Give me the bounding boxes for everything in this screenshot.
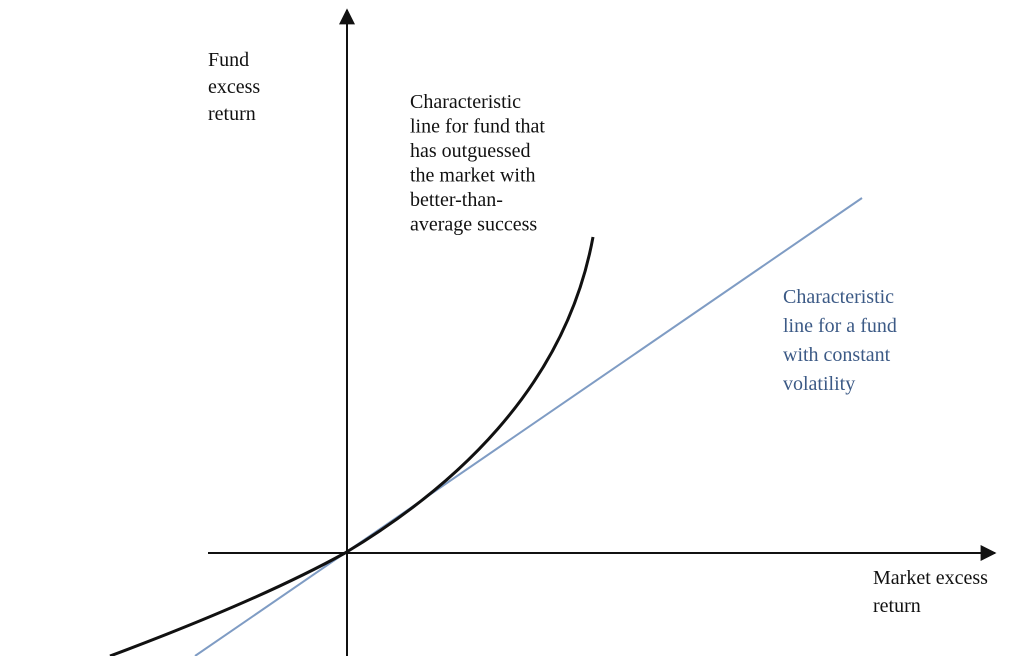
y-axis-label: Fund [208, 49, 249, 71]
y-axis-label: return [208, 103, 256, 125]
curve-label: Characteristic [410, 91, 521, 113]
x-axis-label: Market excess [873, 567, 988, 589]
curve-label: better-than- [410, 189, 503, 211]
line-label: volatility [783, 373, 855, 395]
outguessing-curve [109, 236, 595, 656]
labels: Fund excess return Characteristic line for f… [208, 49, 988, 617]
y-axis-label: excess [208, 76, 260, 98]
curve-label: the market with [410, 165, 536, 187]
line-label: line for a fund [783, 315, 897, 337]
line-label: with constant [783, 344, 891, 366]
line-label: Characteristic [783, 286, 894, 308]
curve-label: has outguessed [410, 140, 531, 162]
curve-label: average success [410, 214, 537, 236]
constant-volatility-line [194, 197, 863, 656]
x-axis-label: return [873, 595, 921, 617]
curve-label: line for fund that [410, 116, 545, 138]
